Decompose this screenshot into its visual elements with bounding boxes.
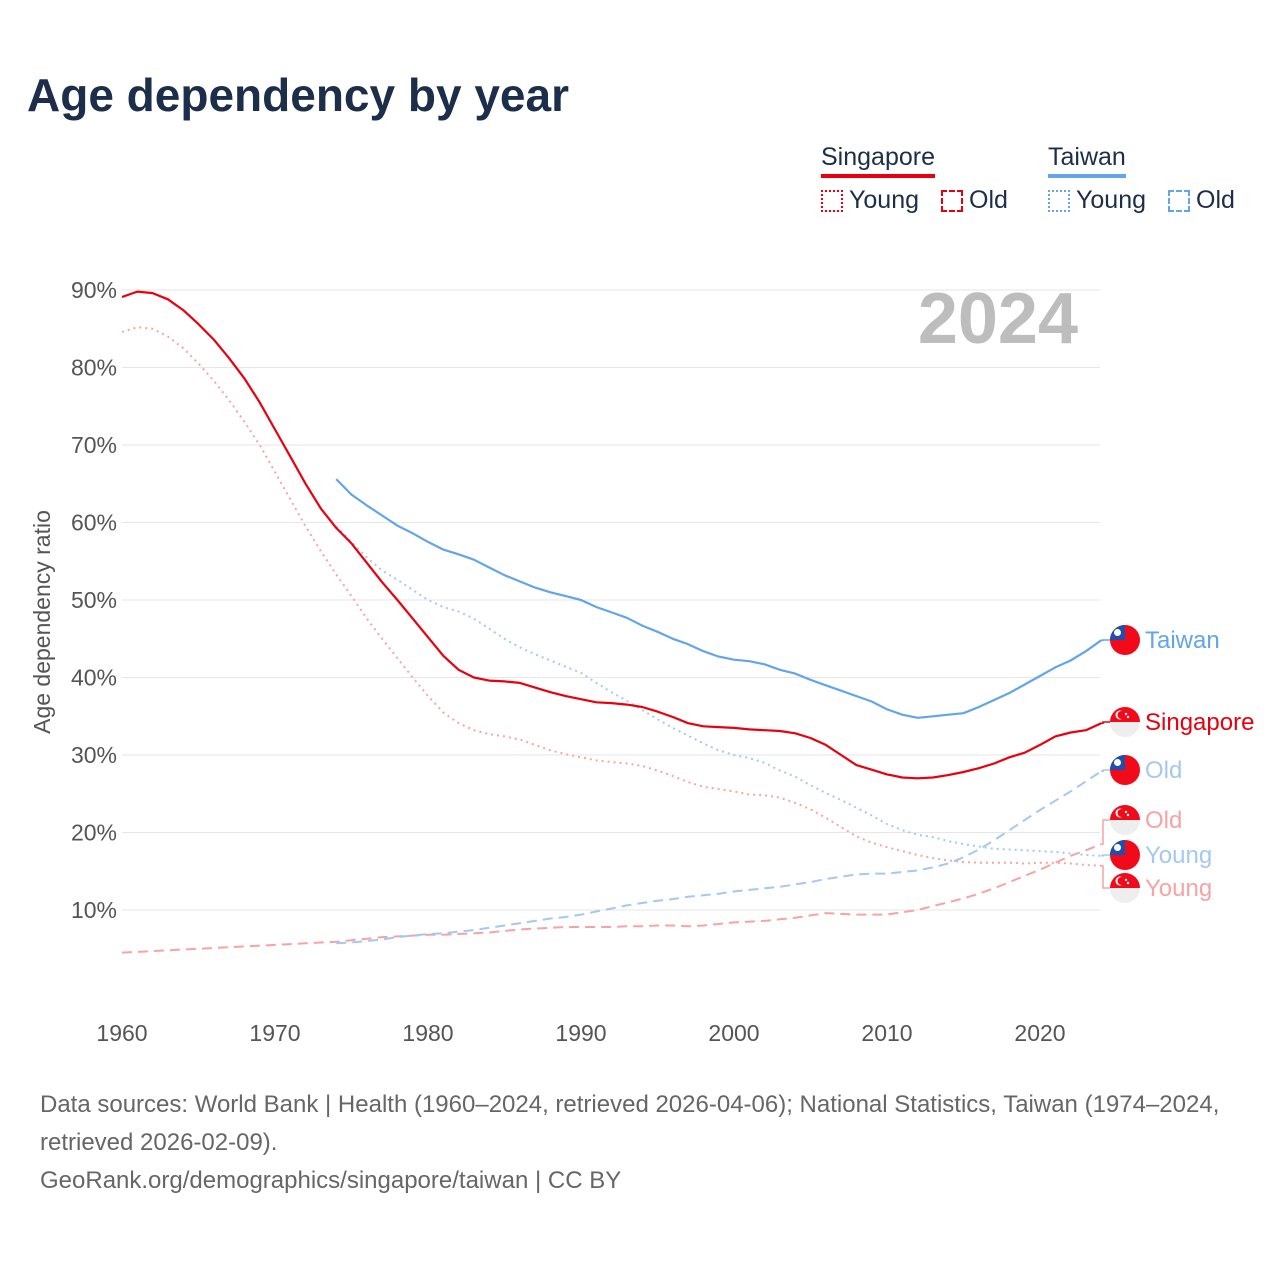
crescent-cut	[1117, 877, 1126, 885]
star-icon	[1126, 813, 1130, 817]
crescent-cut	[1117, 711, 1126, 719]
series-line-singapore-young	[121, 326, 1102, 867]
y-tick-label: 90%	[71, 277, 117, 303]
x-tick-label: 2010	[861, 1020, 912, 1046]
singapore-flag-icon	[1110, 805, 1140, 835]
singapore-flag-icon	[1110, 873, 1140, 903]
series-line-singapore	[121, 290, 1102, 780]
sun-icon	[1114, 629, 1121, 636]
sun-icon	[1114, 759, 1121, 766]
end-label-text: Young	[1145, 842, 1212, 869]
star-icon	[1124, 810, 1128, 814]
star-icon	[1126, 715, 1130, 719]
legend-singapore[interactable]: Singapore	[821, 143, 935, 178]
end-label-text: Young	[1145, 875, 1212, 902]
legend-label: Young	[1076, 186, 1146, 214]
legend-label: Old	[1196, 186, 1235, 214]
series-line-taiwan-young	[335, 525, 1102, 857]
y-tick-label: 30%	[71, 742, 117, 768]
legend-singapore-young[interactable]: Young	[821, 186, 919, 215]
x-tick-label: 1990	[555, 1020, 606, 1046]
dotted-line-swatch-icon	[1048, 189, 1070, 212]
crescent-cut	[1117, 809, 1126, 817]
dashed-line-swatch-icon	[1168, 189, 1190, 212]
end-label-text: Taiwan	[1145, 627, 1220, 654]
taiwan-flag-icon	[1110, 625, 1140, 655]
line-chart: 10% 20% 30% 40% 50% 60% 70% 80% 90% 1960 1970 1980 1…	[29, 277, 1254, 1046]
y-tick-label: 70%	[71, 432, 117, 458]
legend-singapore-old[interactable]: Old	[941, 186, 1008, 215]
year-watermark: 2024	[918, 279, 1078, 359]
y-tick-label: 50%	[71, 587, 117, 613]
end-label-taiwan[interactable]: Taiwan	[1101, 625, 1220, 655]
series-line-taiwan-old	[336, 770, 1102, 945]
taiwan-flag-icon	[1110, 755, 1140, 785]
leader-line	[1101, 865, 1110, 889]
legend-taiwan-young[interactable]: Young	[1048, 186, 1146, 215]
end-label-singapore[interactable]: Singapore	[1101, 707, 1254, 737]
data-sources: Data sources: World Bank | Health (1960–…	[40, 1091, 1220, 1156]
end-label-singapore-old[interactable]: Old	[1101, 805, 1182, 845]
star-icon	[1124, 712, 1128, 716]
end-label-taiwan-old[interactable]: Old	[1101, 755, 1182, 785]
leader-line	[1101, 854, 1110, 857]
x-tick-label: 1980	[402, 1020, 453, 1046]
y-tick-label: 40%	[71, 665, 117, 691]
singapore-flag-icon	[1110, 707, 1140, 737]
leader-line	[1101, 819, 1110, 845]
leader-line	[1101, 721, 1110, 724]
legend-label: Old	[969, 186, 1008, 214]
y-tick-label: 80%	[71, 355, 117, 381]
sun-icon	[1114, 844, 1121, 851]
end-label-text: Singapore	[1145, 709, 1254, 736]
star-icon	[1124, 878, 1128, 882]
x-tick-label: 2000	[708, 1020, 759, 1046]
x-tick-label: 1960	[96, 1020, 147, 1046]
end-label-text: Old	[1145, 807, 1182, 834]
chart-title: Age dependency by year	[27, 69, 569, 121]
credit-link[interactable]: GeoRank.org/demographics/singapore/taiwa…	[40, 1167, 622, 1194]
series-line-singapore-old	[121, 843, 1102, 954]
x-tick-label: 1970	[249, 1020, 300, 1046]
leader-line	[1101, 769, 1110, 773]
star-icon	[1126, 881, 1130, 885]
y-tick-label: 20%	[71, 820, 117, 846]
dotted-line-swatch-icon	[821, 189, 843, 212]
taiwan-flag-icon	[1110, 840, 1140, 870]
footer: Data sources: World Bank | Health (1960–…	[40, 1086, 1250, 1200]
legend-label: Young	[849, 186, 919, 214]
end-label-singapore-young[interactable]: Young	[1101, 865, 1212, 903]
legend-taiwan-old[interactable]: Old	[1168, 186, 1235, 215]
x-tick-label: 2020	[1014, 1020, 1065, 1046]
y-tick-label: 60%	[71, 510, 117, 536]
y-axis-label: Age dependency ratio	[29, 510, 55, 734]
dashed-line-swatch-icon	[941, 189, 963, 212]
y-tick-label: 10%	[71, 897, 117, 923]
series-line-taiwan	[335, 478, 1102, 719]
legend-taiwan[interactable]: Taiwan	[1048, 143, 1126, 178]
end-label-text: Old	[1145, 757, 1182, 784]
end-label-taiwan-young[interactable]: Young	[1101, 840, 1212, 870]
